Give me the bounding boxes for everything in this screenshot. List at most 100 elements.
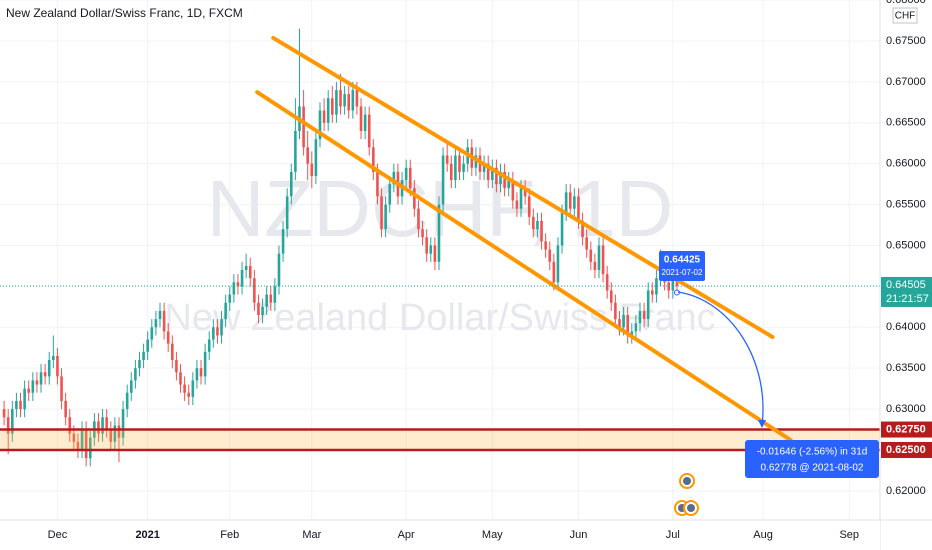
candle-body [253, 278, 256, 303]
event-icons [674, 473, 699, 516]
candle-body [445, 155, 449, 164]
candle-body [384, 204, 387, 230]
candle-body [367, 114, 371, 148]
candle-body [417, 208, 420, 230]
candle-body [671, 274, 675, 291]
candle-body [622, 315, 625, 328]
candle-body [454, 155, 457, 181]
candle-body [240, 270, 244, 287]
candle-body [507, 180, 511, 189]
candle-body [585, 237, 588, 250]
x-tick-label: 2021 [135, 529, 159, 541]
candle-body [486, 163, 490, 181]
candle-body [408, 167, 412, 189]
candle-body [142, 351, 145, 360]
candle-body [117, 425, 121, 438]
candle-body [2, 409, 6, 418]
candle-body [109, 429, 113, 442]
candle-body [589, 249, 593, 262]
candle-body [568, 192, 572, 209]
candle-body [413, 188, 416, 209]
candle-body [19, 400, 22, 410]
projection-start-box [659, 251, 705, 281]
projection-start-date: 2021-07-02 [662, 268, 703, 277]
candle-body [220, 319, 223, 336]
candle-body [491, 167, 494, 181]
candle-body [232, 282, 236, 295]
candle-body [199, 368, 203, 377]
candle-body [515, 200, 519, 209]
candle-body [179, 372, 182, 385]
candle-body [23, 388, 26, 410]
grid [0, 0, 880, 520]
candle-body [64, 400, 67, 418]
candle-body [593, 261, 597, 271]
candle-body [642, 310, 646, 320]
projection-arrowhead [758, 420, 766, 428]
candle-body [536, 220, 539, 230]
candle-body [503, 171, 506, 189]
candle-body [80, 429, 84, 450]
candle-body [294, 130, 297, 172]
candle-body [626, 315, 629, 336]
x-tick-label: Jun [570, 529, 588, 541]
candle-body [404, 167, 408, 181]
candle-body [207, 339, 211, 352]
candle-body [655, 278, 658, 295]
candle-body [88, 437, 92, 459]
candle-body [441, 155, 445, 205]
chart-title: New Zealand Dollar/Swiss Franc, 1D, FXCM [6, 6, 243, 20]
candle-body [72, 433, 76, 442]
candle-body [429, 245, 433, 254]
candle-body [421, 229, 424, 238]
projection-start-price: 0.64425 [664, 255, 701, 266]
candle-body [310, 163, 314, 176]
candle-body [544, 241, 547, 250]
candle-body [306, 147, 309, 164]
trend-line [255, 90, 793, 442]
candle-body [605, 274, 609, 291]
candle-body [433, 245, 437, 262]
x-tick-label: Mar [302, 529, 321, 541]
candle-body [532, 216, 535, 230]
candle-body [257, 302, 260, 316]
candle-body [614, 302, 617, 320]
candle-body [228, 294, 232, 303]
y-tick-label: 0.66500 [886, 117, 926, 129]
candle-body [560, 212, 564, 246]
candle-body [105, 417, 108, 430]
x-tick-label: Feb [220, 529, 239, 541]
candle-body [376, 171, 379, 197]
projection-result-box [745, 440, 879, 478]
candle-body [97, 421, 100, 434]
candle-body [458, 155, 461, 172]
candle-body [339, 90, 342, 107]
zone-label: 0.62750 [886, 423, 926, 435]
candle-body [499, 171, 502, 185]
candle-body [380, 196, 383, 230]
candle-body [331, 98, 334, 115]
y-tick-label: 0.65000 [886, 239, 926, 251]
candle-body [39, 372, 43, 385]
candle-body [265, 294, 268, 307]
projection-arrow [677, 291, 764, 427]
candle-body [314, 139, 318, 176]
candle-body [638, 310, 642, 324]
candle-body [154, 319, 158, 328]
candle-body [101, 417, 104, 434]
currency-label: CHF [895, 11, 916, 22]
candle-body [667, 282, 671, 291]
candle-body [150, 327, 154, 340]
candle-body [203, 351, 207, 377]
candle-body [495, 167, 498, 185]
candle-body [52, 355, 55, 360]
candle-body [355, 90, 359, 107]
candle-body [326, 98, 330, 123]
candle-body [523, 188, 527, 197]
x-tick-label: Dec [48, 529, 68, 541]
candle-body [343, 94, 346, 107]
y-tick-label: 0.67000 [886, 76, 926, 88]
candle-body [171, 343, 174, 360]
candle-body [138, 360, 141, 369]
